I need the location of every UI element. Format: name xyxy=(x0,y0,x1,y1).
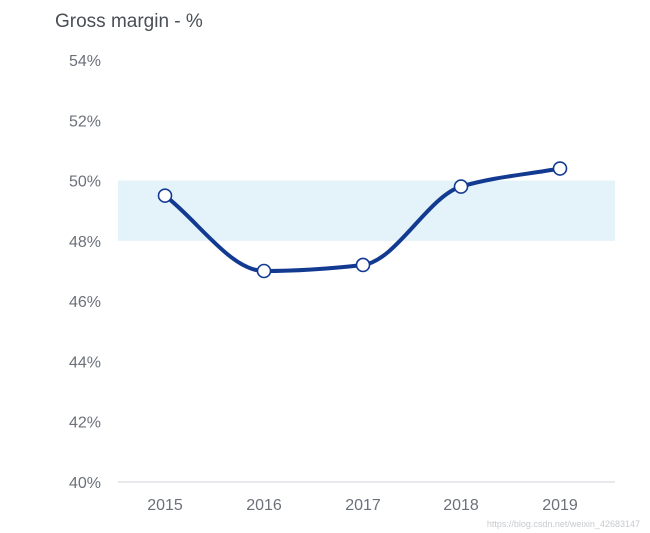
watermark-text: https://blog.csdn.net/weixin_42683147 xyxy=(487,519,640,529)
y-tick-label: 40% xyxy=(69,475,101,492)
data-point-marker xyxy=(355,257,371,273)
y-tick-label: 44% xyxy=(69,354,101,371)
y-tick-label: 52% xyxy=(69,113,101,130)
y-tick-label: 54% xyxy=(69,53,101,70)
x-tick-label: 2017 xyxy=(345,497,381,514)
x-tick-label: 2018 xyxy=(443,497,479,514)
y-tick-label: 48% xyxy=(69,234,101,251)
target-band xyxy=(118,180,615,241)
y-axis-tick-labels: 54% 52% 50% 48% 46% 44% 42% 40% xyxy=(69,53,101,492)
x-tick-label: 2016 xyxy=(246,497,282,514)
data-point-marker xyxy=(157,188,173,203)
data-point-marker xyxy=(552,161,568,176)
data-point-marker xyxy=(256,263,272,279)
chart-title: Gross margin - % xyxy=(55,11,203,32)
x-axis-tick-labels: 2015 2016 2017 2018 2019 xyxy=(147,497,578,514)
y-tick-label: 42% xyxy=(69,415,101,432)
data-point-marker xyxy=(453,179,469,194)
y-tick-label: 50% xyxy=(69,174,101,191)
y-tick-label: 46% xyxy=(69,294,101,311)
data-point-markers xyxy=(157,161,568,279)
x-tick-label: 2019 xyxy=(542,497,578,514)
x-tick-label: 2015 xyxy=(147,497,183,514)
